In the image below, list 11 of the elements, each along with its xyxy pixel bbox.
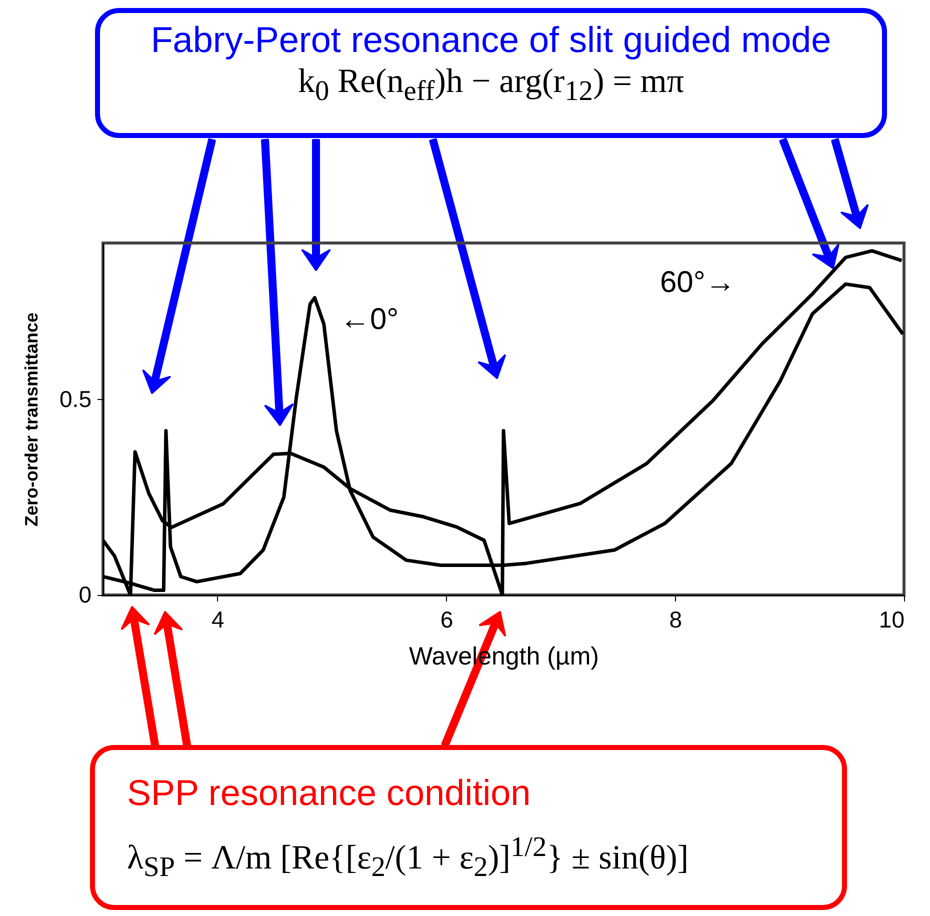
x-tick-label: 6 [440,606,454,632]
y-tick-label: 0 [78,582,92,608]
y-axis-title: Zero-order transmittance [22,312,42,527]
annotation: 60°→ [660,266,736,299]
callout-box: Fabry-Perot resonance of slit guided mode k$_{0}$ Re(n$_{eff}$)h − arg(r$_{12}$) = mπ [95,8,887,138]
y-tick-label: 0.5 [60,386,92,412]
annotation: ←0° [340,303,399,336]
x-tick-label: 8 [669,606,682,632]
callout-box: SPP resonance condition λ$_{SP}$ = Λ/m [Re{[ε$_{2}$/(1 + ε$_{2}$)]$^{1/2}$} ± sin(θ)] [90,745,847,910]
x-tick-label: 4 [212,606,225,632]
x-tick-label: 10 [878,606,904,632]
